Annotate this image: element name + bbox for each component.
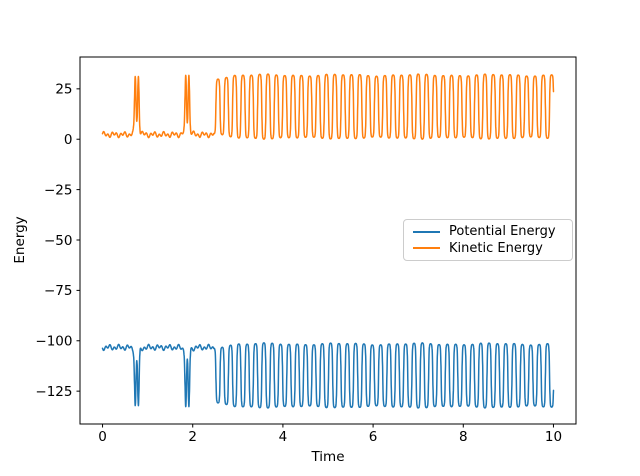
y-axis-label: Energy [12, 216, 28, 263]
y-tick-label: −25 [44, 182, 73, 198]
x-tick-label: 0 [98, 429, 107, 445]
potential-energy-line-swatch [413, 230, 440, 233]
x-tick-label: 2 [188, 429, 197, 445]
x-tick-label: 10 [545, 429, 562, 445]
data-series [101, 73, 555, 409]
y-tick-label: −50 [44, 233, 73, 249]
x-tick-label: 8 [459, 429, 468, 445]
legend-item-potential-energy: Potential Energy [413, 225, 563, 238]
legend-label-kinetic-energy: Kinetic Energy [449, 240, 543, 256]
x-axis-label: Time [310, 449, 344, 465]
potential-energy-line [101, 342, 555, 409]
legend-item-kinetic-energy: Kinetic Energy [413, 242, 563, 255]
y-tick-label: −125 [35, 384, 72, 400]
x-tick-label: 6 [369, 429, 378, 445]
legend-label-potential-energy: Potential Energy [449, 224, 556, 240]
kinetic-energy-line-swatch [413, 247, 440, 250]
x-tick-label: 4 [279, 429, 288, 445]
axis-ticks: 0 2 4 6 8 10 25 0 −25 −50 −75 −100 −125 [35, 82, 562, 445]
y-tick-label: −75 [44, 283, 73, 299]
legend: Potential Energy Kinetic Energy [403, 219, 573, 261]
y-tick-label: 25 [55, 82, 72, 98]
plot-border [79, 56, 577, 425]
kinetic-energy-line [101, 73, 555, 140]
y-tick-label: −100 [35, 334, 72, 350]
y-tick-label: 0 [64, 132, 73, 148]
